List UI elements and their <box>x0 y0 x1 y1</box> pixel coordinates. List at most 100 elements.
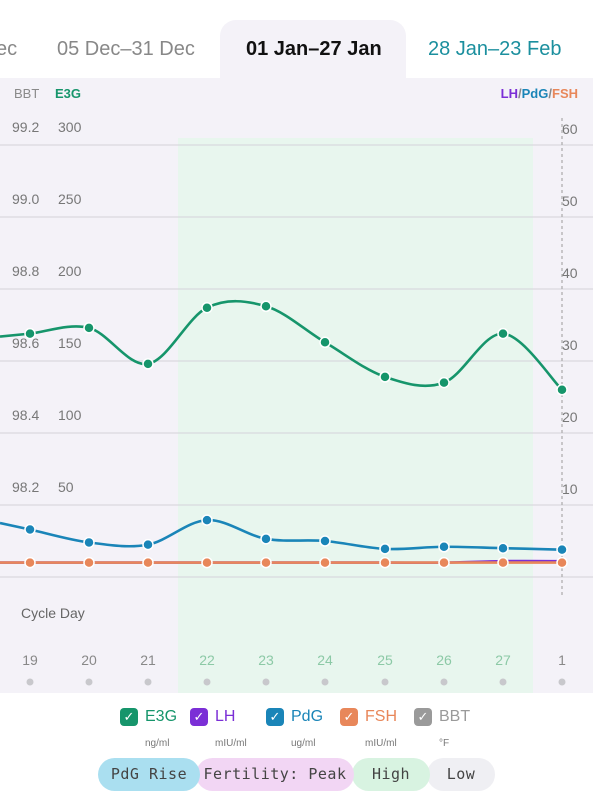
legend-unit-lh: mIU/ml <box>215 738 247 749</box>
data-point-pdg[interactable] <box>319 535 331 547</box>
tick-label-e3g: 300 <box>58 119 82 135</box>
data-point-e3g[interactable] <box>24 327 36 340</box>
tick-label-bbt: 98.4 <box>12 407 39 423</box>
legend-label-e3g: E3G <box>145 708 178 725</box>
data-point-pdg[interactable] <box>24 523 36 536</box>
tick-label-right: 20 <box>562 409 578 425</box>
data-point-e3g[interactable] <box>260 300 272 313</box>
axis-header-e3g: E3G <box>55 86 81 101</box>
data-point-pdg[interactable] <box>201 514 213 526</box>
data-point-e3g[interactable] <box>142 358 154 370</box>
day-dot[interactable] <box>26 678 34 686</box>
phase-chip-pdg-rise: PdG Rise <box>98 758 200 791</box>
data-point-fsh[interactable] <box>497 556 509 569</box>
data-point-e3g[interactable] <box>379 371 391 383</box>
x-tick-label: 21 <box>140 652 156 668</box>
data-point-pdg[interactable] <box>379 543 391 555</box>
day-dot[interactable] <box>85 678 93 686</box>
legend-unit-pdg: ug/ml <box>291 738 316 749</box>
data-point-e3g[interactable] <box>319 336 331 349</box>
x-tick-label: 22 <box>199 652 215 668</box>
phase-chip-fertility-peak: Fertility: Peak <box>196 758 354 791</box>
day-dot[interactable] <box>381 678 389 686</box>
legend-checkbox-e3g[interactable]: ✓ <box>120 708 138 726</box>
phase-chip-high: High <box>352 758 430 791</box>
legend-unit-bbt: °F <box>439 738 450 749</box>
data-point-fsh[interactable] <box>83 556 95 569</box>
tick-label-bbt: 99.0 <box>12 191 39 207</box>
day-dot[interactable] <box>440 678 448 686</box>
legend-label-fsh: FSH <box>365 708 397 725</box>
tick-label-bbt: 98.2 <box>12 479 39 495</box>
tab-05-dec-31-dec[interactable]: 05 Dec–31 Dec <box>57 38 195 60</box>
x-tick-label: 23 <box>258 652 274 668</box>
high-fertility-band <box>178 138 533 693</box>
hormone-chart[interactable]: BBT E3G LH/PdG/FSH 99.2 99.0 98.8 98.6 98.4 98.2… <box>0 78 593 693</box>
data-point-fsh[interactable] <box>379 556 391 569</box>
data-point-pdg[interactable] <box>260 533 272 545</box>
tick-label-right: 10 <box>562 481 578 497</box>
legend-checkbox-pdg[interactable]: ✓ <box>266 708 284 726</box>
data-point-e3g[interactable] <box>201 301 213 314</box>
legend-checkbox-lh[interactable]: ✓ <box>190 708 208 726</box>
cycle-tabs: ec 05 Dec–31 Dec 01 Jan–27 Jan 28 Jan–23… <box>0 0 593 82</box>
day-dot[interactable] <box>499 678 507 686</box>
tick-label-bbt: 99.2 <box>12 119 39 135</box>
data-point-pdg[interactable] <box>142 538 154 551</box>
tick-label-right: 40 <box>562 265 578 281</box>
tick-label-bbt: 98.6 <box>12 335 39 351</box>
tick-label-e3g: 150 <box>58 335 82 351</box>
tick-label-right: 30 <box>562 337 578 353</box>
phase-chip-low: Low <box>427 758 495 791</box>
data-point-fsh[interactable] <box>260 556 272 569</box>
legend-label-bbt: BBT <box>439 708 471 725</box>
legend-unit-fsh: mIU/ml <box>365 738 397 749</box>
data-point-e3g[interactable] <box>83 322 95 334</box>
x-tick-label: 27 <box>495 652 511 668</box>
tab-01-jan-27-jan[interactable]: 01 Jan–27 Jan <box>246 38 382 60</box>
tick-label-bbt: 98.8 <box>12 263 39 279</box>
tick-label-right: 60 <box>562 121 578 137</box>
data-point-e3g[interactable] <box>556 384 568 396</box>
legend-checkbox-fsh[interactable]: ✓ <box>340 708 358 726</box>
data-point-fsh[interactable] <box>556 556 568 569</box>
x-tick-label: 19 <box>22 652 38 668</box>
day-dot[interactable] <box>558 678 566 686</box>
hormone-chart-svg: BBT E3G LH/PdG/FSH 99.2 99.0 98.8 98.6 98.4 98.2… <box>0 86 593 693</box>
legend-label-lh: LH <box>215 708 236 725</box>
legend-label-pdg: PdG <box>291 708 324 725</box>
day-dot[interactable] <box>203 678 211 686</box>
axis-header-bbt: BBT <box>14 86 39 101</box>
tab-28-jan-23-feb[interactable]: 28 Jan–23 Feb <box>428 38 562 60</box>
chart-legend: ✓ E3G ng/ml ✓ LH mIU/ml ✓ PdG ug/ml ✓ FSH mIU/ml ✓ BB… <box>0 700 593 750</box>
x-tick-label: 20 <box>81 652 97 668</box>
tick-label-e3g: 250 <box>58 191 82 207</box>
active-tab-background <box>220 20 406 82</box>
data-point-fsh[interactable] <box>319 556 331 569</box>
day-dot[interactable] <box>321 678 329 686</box>
data-point-fsh[interactable] <box>142 556 154 569</box>
data-point-fsh[interactable] <box>201 556 213 569</box>
x-tick-label: 25 <box>377 652 393 668</box>
data-point-e3g[interactable] <box>438 376 450 389</box>
day-dot[interactable] <box>262 678 270 686</box>
data-point-pdg[interactable] <box>438 541 450 553</box>
x-tick-label: 24 <box>317 652 333 668</box>
legend-checkbox-bbt[interactable]: ✓ <box>414 708 432 726</box>
x-tick-label: 1 <box>558 652 566 668</box>
legend-unit-e3g: ng/ml <box>145 738 170 749</box>
data-point-fsh[interactable] <box>438 556 450 569</box>
axis-header-right: LH/PdG/FSH <box>501 86 578 101</box>
tick-label-e3g: 50 <box>58 479 74 495</box>
data-point-pdg[interactable] <box>556 543 568 556</box>
x-axis-title: Cycle Day <box>21 605 85 621</box>
tick-label-right: 50 <box>562 193 578 209</box>
data-point-e3g[interactable] <box>497 327 509 340</box>
x-tick-label: 26 <box>436 652 452 668</box>
tab-previous-partial[interactable]: ec <box>0 38 18 60</box>
data-point-pdg[interactable] <box>497 542 509 554</box>
data-point-pdg[interactable] <box>83 536 95 549</box>
tick-label-e3g: 200 <box>58 263 82 279</box>
day-dot[interactable] <box>144 678 152 686</box>
data-point-fsh[interactable] <box>24 556 36 569</box>
